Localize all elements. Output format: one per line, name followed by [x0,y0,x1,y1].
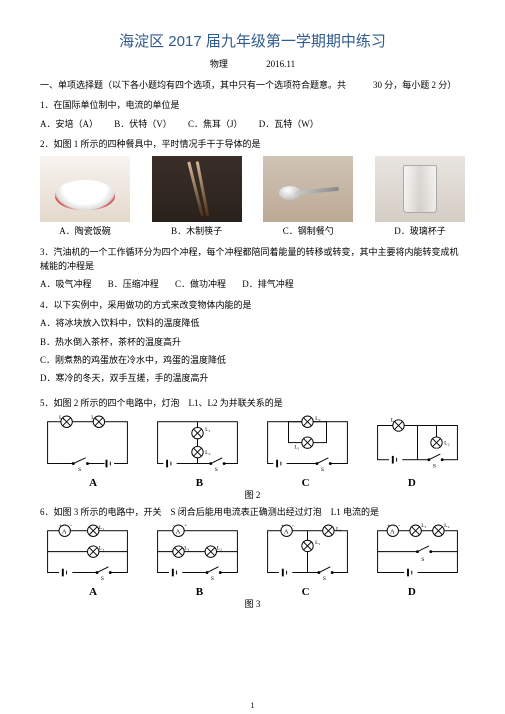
q6-circuit-b: A -+ L₁ L₂ S [150,523,245,585]
q5-circuits: L₁ L₂ S L₁ L₂ S [40,414,465,476]
q3-text: 3．汽油机的一个工作循环分为四个冲程，每个冲程都陪同着能量的转移或转变，其中主要… [40,245,465,274]
q5-circuit-d: L₁ L₂ S [370,414,465,476]
svg-text:S: S [215,467,218,473]
svg-text:L₂: L₂ [315,416,320,422]
svg-text:L₁: L₁ [315,540,320,546]
svg-text:L₂: L₂ [91,415,96,421]
q3-opt-c: C．做功冲程 [175,277,226,291]
section-intro: 一、单项选择题（以下各小题均有四个选项，其中只有一个选项符合题意。共 30 分，… [40,78,465,92]
svg-text:-: - [70,524,72,529]
q4-opt-a: A．将冰块放入饮料中，饮料的温度降低 [40,316,465,330]
q4-opt-c: C．刚煮熟的鸡蛋放在冷水中，鸡蛋的温度降低 [40,353,465,367]
svg-text:L₁: L₁ [205,427,210,433]
svg-text:S: S [433,463,436,469]
q2-opt-d: D．玻璃杯子 [375,224,465,237]
svg-text:A: A [284,529,289,536]
svg-text:+: + [281,524,284,529]
q5-lbl-d: D [364,477,459,489]
q1-opt-b: B．伏特（V） [114,117,172,131]
svg-text:S: S [321,467,324,473]
svg-text:+: + [59,524,62,529]
svg-text:-: - [292,524,294,529]
page-title: 海淀区 2017 届九年级第一学期期中练习 [40,30,465,51]
q1-opt-d: D．瓦特（W） [259,117,319,131]
svg-text:A: A [176,529,181,536]
q6-lbl-d: D [364,586,459,598]
q5-circuit-a: L₁ L₂ S [40,414,135,476]
svg-text:L₂: L₂ [205,450,210,456]
svg-text:L₁: L₁ [184,546,189,552]
q5-lbl-a: A [46,477,141,489]
subtitle: 物理 2016.11 [40,57,465,70]
q2-opt-b: B．木制筷子 [152,224,242,237]
q1-text: 1．在国际单位制中，电流的单位是 [40,98,465,112]
q5-text: 5．如图 2 所示的四个电路中，灯泡 L1、L2 为并联关系的是 [40,396,465,410]
q2-opt-c: C．钢制餐勺 [263,224,353,237]
svg-text:S: S [421,558,424,564]
q4-text: 4．以下实例中，采用做功的方式来改变物体内能的是 [40,298,465,312]
svg-text:L₂: L₂ [99,546,104,552]
q4-opt-b: B．热水倒入茶杯，茶杯的温度高升 [40,335,465,349]
svg-text:S: S [101,577,104,583]
svg-text:L₁: L₁ [294,444,299,450]
q1-opt-a: A．安培（A） [40,117,98,131]
svg-text:L₁: L₁ [59,415,64,421]
q3-opt-d: D．排气冲程 [242,277,294,291]
chopsticks-image [152,156,242,222]
q6-circuit-c: A + - L₁ L₂ S [260,523,355,585]
q6-circuits: A +- L₁ L₂ S A -+ L₁ L₂ S [40,523,465,585]
svg-text:A: A [390,529,395,536]
svg-text:-: - [399,524,401,529]
q6-circuit-a: A + - L₁ L₂ S [40,523,135,585]
q2-text: 2．如图 1 所示的四种餐具中，平时情况手干于导体的是 [40,137,465,151]
svg-text:L₁: L₁ [421,523,426,529]
fig2-caption: 图 2 [40,488,465,501]
subject: 物理 [210,59,228,69]
spoon-image [263,156,353,222]
date: 2016.11 [266,59,295,69]
svg-text:L₂: L₂ [217,546,222,552]
svg-text:L₂: L₂ [444,523,449,529]
q5-lbl-b: B [152,477,247,489]
q6-circuit-d: A + - L₁ L₂ S [370,523,465,585]
q5-circuit-c: L₂ L₁ S [260,414,355,476]
q6-lbl-b: B [152,586,247,598]
q6-lbl-c: C [258,586,353,598]
svg-text:A: A [62,529,67,536]
q5-lbl-c: C [258,477,353,489]
q3-opt-b: B．压缩冲程 [108,277,159,291]
svg-text:S: S [78,467,81,473]
q3-opt-a: A．吸气冲程 [40,277,92,291]
fig3-caption: 图 3 [40,597,465,610]
bowl-image [40,156,130,222]
svg-text:L₁: L₁ [99,525,104,531]
q5-circuit-b: L₁ L₂ S [150,414,245,476]
q6-text: 6．如图 3 所示的电路中，开关 S 闭合后能用电流表正确测出经过灯泡 L1 电… [40,505,465,519]
q3-options: A．吸气冲程 B．压缩冲程 C．做功冲程 D．排气冲程 [40,277,465,291]
svg-text:L₂: L₂ [336,527,341,533]
glass-image [375,156,465,222]
q1-options: A．安培（A） B．伏特（V） C．焦耳（J） D．瓦特（W） [40,117,465,131]
tableware-row [40,156,465,222]
svg-text:S: S [323,577,326,583]
svg-text:L₂: L₂ [444,441,449,447]
q6-lbl-a: A [46,586,141,598]
svg-text:L₁: L₁ [391,418,396,424]
svg-text:+: + [387,524,390,529]
q2-opt-a: A．陶瓷饭碗 [40,224,130,237]
svg-text:S: S [211,577,214,583]
svg-text:+: + [184,524,187,529]
page-number: 1 [251,701,255,710]
q1-opt-c: C．焦耳（J） [188,117,243,131]
q4-opt-d: D．寒冷的冬天，双手互搓，手的温度高升 [40,371,465,385]
tableware-labels: A．陶瓷饭碗 B．木制筷子 C．钢制餐勺 D．玻璃杯子 [40,224,465,237]
